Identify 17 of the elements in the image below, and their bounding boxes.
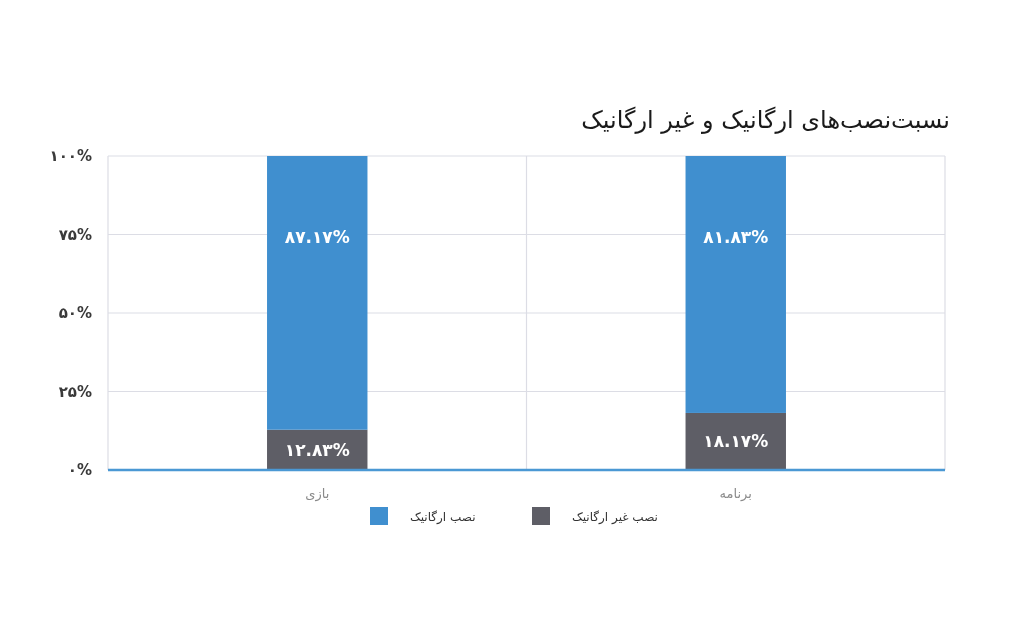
chart-title: نسبت‌نصب‌های ارگانیک و غیر ارگانیک — [581, 106, 950, 134]
legend-label: نصب ارگانیک — [410, 510, 476, 525]
legend-label: نصب غیر ارگانیک — [572, 510, 658, 525]
y-tick-label: ۲۵% — [58, 382, 92, 401]
x-tick-label: بازی — [305, 486, 330, 502]
bar — [685, 156, 786, 413]
data-label: ۸۷.۱۷% — [284, 227, 350, 247]
y-tick-label: ۱۰۰% — [49, 147, 92, 165]
data-label: ۸۱.۸۳% — [703, 227, 769, 247]
data-label: ۱۸.۱۷% — [703, 431, 769, 452]
x-tick-label: برنامه — [719, 486, 752, 502]
bar — [267, 156, 368, 430]
data-label: ۱۲.۸۳% — [284, 439, 350, 460]
y-tick-label: ۰% — [67, 461, 92, 479]
bar — [685, 412, 786, 470]
y-tick-label: ۷۵% — [58, 225, 92, 244]
y-tick-label: ۵۰% — [58, 304, 92, 322]
